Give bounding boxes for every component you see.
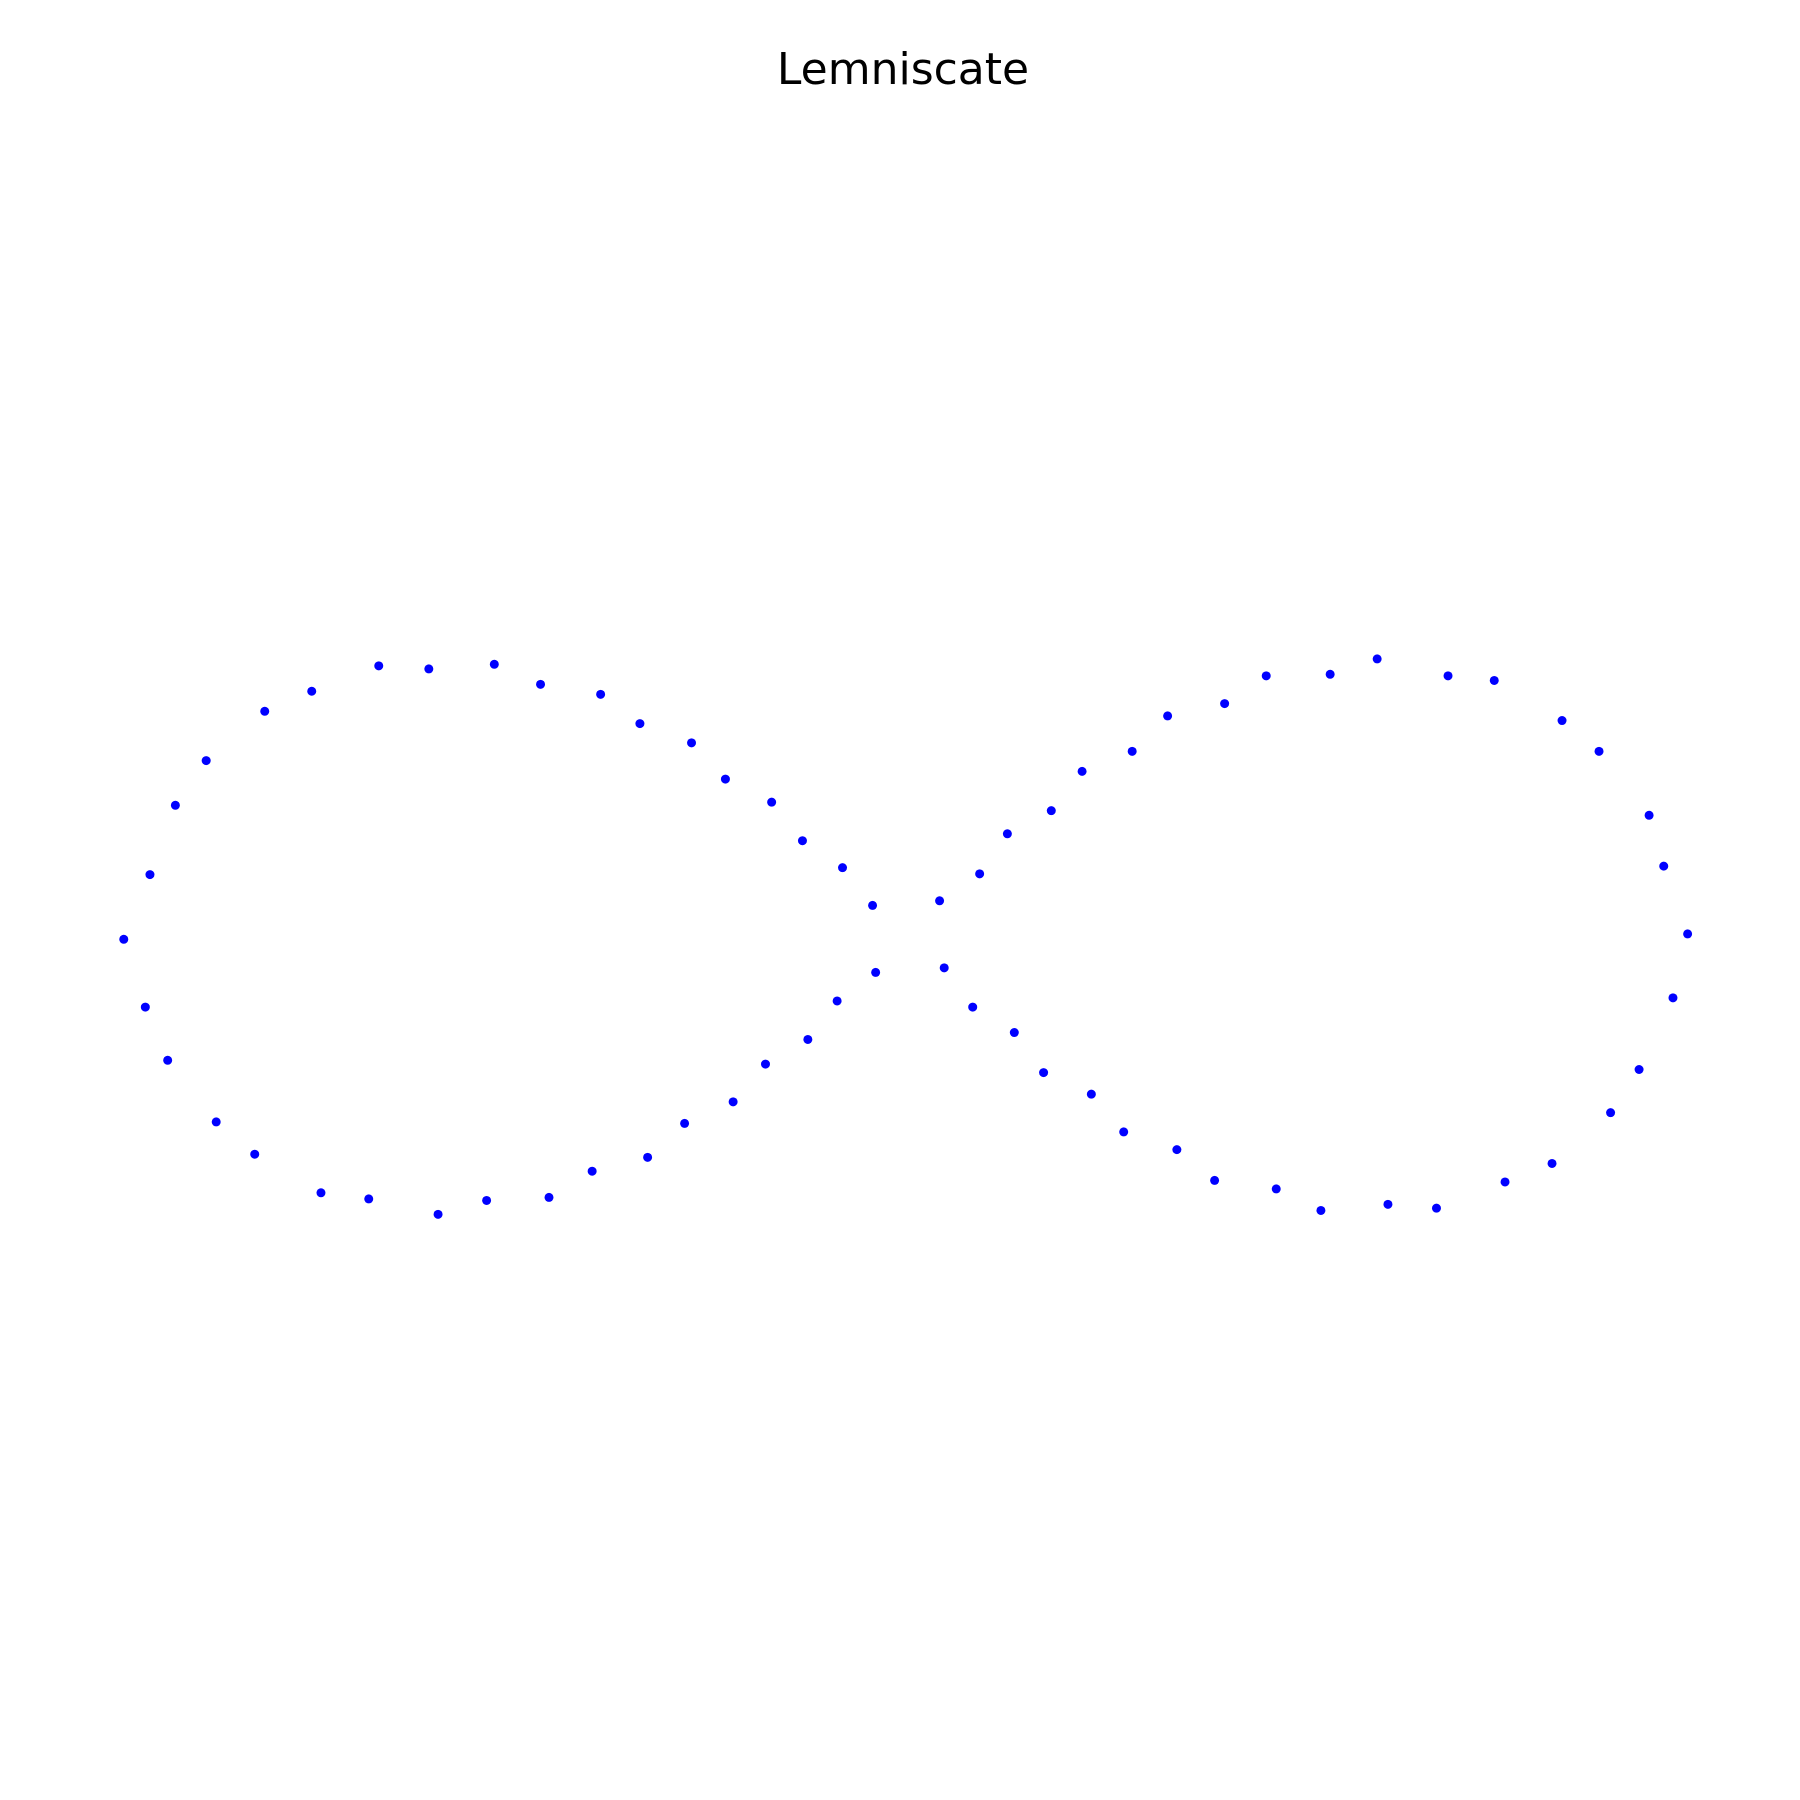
point (489, 659, 499, 669)
point (1500, 1177, 1510, 1187)
point (1127, 746, 1137, 756)
point (1668, 993, 1678, 1003)
point (687, 738, 697, 748)
point (1383, 1199, 1393, 1209)
point (424, 664, 434, 674)
point (1547, 1158, 1557, 1168)
point (1316, 1205, 1326, 1215)
point (635, 719, 645, 729)
point (939, 963, 949, 973)
point (797, 836, 807, 846)
point (1489, 675, 1499, 685)
point (1163, 711, 1173, 721)
point (433, 1209, 443, 1219)
point (803, 1034, 813, 1044)
chart-title: Lemniscate (777, 44, 1029, 95)
point (1210, 1175, 1220, 1185)
point (316, 1188, 326, 1198)
point (1634, 1065, 1644, 1075)
point (871, 967, 881, 977)
point (1325, 669, 1335, 679)
point (838, 863, 848, 873)
point (1002, 829, 1012, 839)
point (1039, 1068, 1049, 1078)
point (170, 800, 180, 810)
point (720, 774, 730, 784)
point (145, 870, 155, 880)
point (1372, 654, 1382, 664)
point (1659, 861, 1669, 871)
point (760, 1059, 770, 1069)
point (1431, 1203, 1441, 1213)
point (1009, 1028, 1019, 1038)
point (596, 689, 606, 699)
point (968, 1002, 978, 1012)
point (1606, 1108, 1616, 1118)
point (307, 686, 317, 696)
point (1594, 746, 1604, 756)
point (1086, 1089, 1096, 1099)
point (1644, 810, 1654, 820)
point (482, 1195, 492, 1205)
point (1119, 1127, 1129, 1137)
point (868, 900, 878, 910)
point (201, 756, 211, 766)
point (680, 1118, 690, 1128)
point (374, 661, 384, 671)
point (536, 679, 546, 689)
point (1172, 1145, 1182, 1155)
point (119, 934, 129, 944)
point (364, 1194, 374, 1204)
point (260, 706, 270, 716)
point (1443, 671, 1453, 681)
point (1077, 766, 1087, 776)
point (1271, 1184, 1281, 1194)
point (211, 1117, 221, 1127)
point (140, 1002, 150, 1012)
point (935, 896, 945, 906)
point (975, 869, 985, 879)
point (767, 797, 777, 807)
point (1046, 806, 1056, 816)
point (643, 1152, 653, 1162)
point (728, 1097, 738, 1107)
point (544, 1192, 554, 1202)
point (1261, 671, 1271, 681)
point (163, 1055, 173, 1065)
point (832, 996, 842, 1006)
point (1557, 716, 1567, 726)
point (1220, 699, 1230, 709)
point (1683, 929, 1693, 939)
point (250, 1149, 260, 1159)
point (587, 1166, 597, 1176)
